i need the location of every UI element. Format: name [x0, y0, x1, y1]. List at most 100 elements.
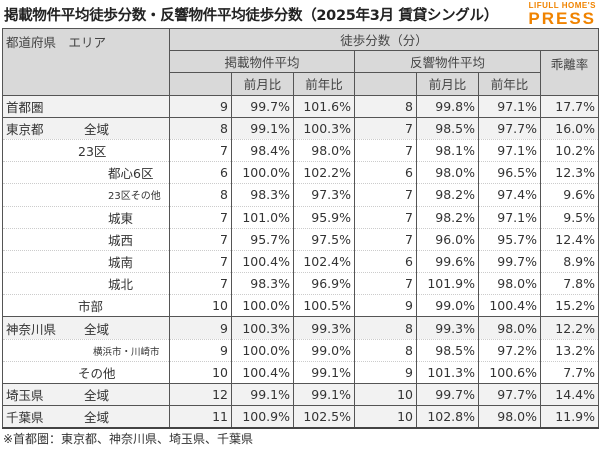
area-label: 23区: [78, 144, 107, 160]
area-label: 23区その他: [108, 191, 161, 203]
prefecture-label: 千葉県: [6, 410, 44, 426]
value-cell: 100.0%: [231, 161, 294, 185]
table-row: 千葉県 全域 11 100.9% 102.5% 10 102.8% 98.0% 11.9%: [2, 405, 600, 429]
value-cell: 8: [169, 116, 232, 140]
value-cell: 7: [354, 206, 417, 229]
value-cell: 7: [354, 116, 417, 140]
prefecture-label: 神奈川県: [6, 321, 57, 337]
prefecture-label: 東京都: [6, 121, 44, 137]
header-listed-average: 掲載物件平均: [169, 50, 355, 74]
header-walk-minutes: 徒歩分数（分）: [168, 27, 600, 52]
value-cell: 98.3%: [231, 183, 294, 207]
value-cell: 9.6%: [539, 183, 600, 207]
value-cell: 99.6%: [416, 250, 479, 274]
value-cell: 99.0%: [416, 294, 479, 318]
logo-small-text: LIFULL HOME'S: [528, 1, 596, 10]
header-yoy: 前年比: [293, 72, 355, 96]
value-cell: 10: [169, 361, 232, 385]
value-cell: 15.2%: [539, 294, 600, 318]
header-blank: [169, 72, 232, 96]
value-cell: 12: [169, 382, 232, 407]
table-row: 城東 7 101.0% 95.9% 7 98.2% 97.1% 9.5%: [2, 206, 600, 229]
area-cell: 首都圏: [2, 94, 170, 118]
area-label: 全域: [84, 410, 110, 426]
value-cell: 95.7%: [478, 228, 541, 251]
table-row: 城西 7 95.7% 97.5% 7 96.0% 95.7% 12.4%: [2, 228, 600, 251]
value-cell: 13.2%: [539, 339, 600, 362]
value-cell: 99.7%: [478, 250, 541, 274]
area-label: 城南: [108, 254, 134, 270]
value-cell: 95.9%: [293, 206, 355, 229]
table-row: 都心6区 6 100.0% 102.2% 6 98.0% 96.5% 12.3%: [2, 161, 600, 185]
value-cell: 100.3%: [293, 116, 355, 140]
value-cell: 98.3%: [231, 272, 294, 296]
area-cell: 城北: [2, 272, 170, 296]
value-cell: 6: [169, 161, 232, 185]
value-cell: 9: [169, 316, 232, 340]
header-area: 都道府県 エリア: [2, 28, 170, 96]
walk-time-table: 都道府県 エリア 徒歩分数（分） 掲載物件平均 反響物件平均 乖離率 前月比 前年…: [2, 27, 600, 429]
header-gap-rate: 乖離率: [539, 50, 600, 96]
value-cell: 7: [354, 272, 417, 296]
area-cell: 城南: [2, 250, 170, 274]
value-cell: 96.0%: [416, 228, 479, 251]
value-cell: 10: [354, 405, 417, 429]
value-cell: 101.3%: [416, 361, 479, 385]
area-cell: 市部: [2, 294, 170, 318]
table-row: 城北 7 98.3% 96.9% 7 101.9% 98.0% 7.8%: [2, 272, 600, 296]
value-cell: 7: [354, 228, 417, 251]
value-cell: 99.0%: [293, 339, 355, 362]
value-cell: 7: [169, 272, 232, 296]
value-cell: 12.3%: [539, 161, 600, 185]
table-row: 横浜市・川崎市 9 100.0% 99.0% 8 98.5% 97.2% 13.2%: [2, 339, 600, 362]
page-title: 掲載物件平均徒歩分数・反響物件平均徒歩分数（2025年3月 賃貸シングル）: [4, 8, 498, 24]
value-cell: 8: [169, 183, 232, 207]
area-label: 都心6区: [108, 166, 154, 182]
area-cell: 都心6区: [2, 161, 170, 185]
value-cell: 97.4%: [478, 183, 541, 207]
footnote: ※首都圏：東京都、神奈川県、埼玉県、千葉県: [3, 432, 254, 446]
value-cell: 10: [354, 382, 417, 407]
area-cell: 23区その他: [2, 183, 170, 207]
value-cell: 97.5%: [293, 228, 355, 251]
brand-logo: LIFULL HOME'S PRESS: [528, 1, 596, 28]
value-cell: 10.2%: [539, 139, 600, 163]
value-cell: 97.7%: [478, 116, 541, 140]
value-cell: 96.9%: [293, 272, 355, 296]
area-cell: 神奈川県 全域: [2, 316, 170, 340]
area-label: 全域: [84, 388, 110, 404]
area-label: 城北: [108, 277, 134, 293]
value-cell: 11.9%: [539, 405, 600, 429]
value-cell: 10: [169, 294, 232, 318]
value-cell: 99.3%: [416, 316, 479, 340]
value-cell: 102.8%: [416, 405, 479, 429]
area-cell: 城東: [2, 206, 170, 229]
value-cell: 102.5%: [293, 405, 355, 429]
value-cell: 8.9%: [539, 250, 600, 274]
area-label: 全域: [84, 121, 110, 137]
value-cell: 98.5%: [416, 339, 479, 362]
value-cell: 12.2%: [539, 316, 600, 340]
value-cell: 98.2%: [416, 183, 479, 207]
value-cell: 98.0%: [478, 316, 541, 340]
table-row: 神奈川県 全域 9 100.3% 99.3% 8 99.3% 98.0% 12.2%: [2, 316, 600, 340]
value-cell: 100.4%: [231, 250, 294, 274]
area-cell: 城西: [2, 228, 170, 251]
value-cell: 9: [169, 94, 232, 118]
value-cell: 100.5%: [293, 294, 355, 318]
area-cell: 埼玉県 全域: [2, 382, 170, 407]
value-cell: 102.2%: [293, 161, 355, 185]
value-cell: 99.7%: [231, 94, 294, 118]
header-response-average: 反響物件平均: [354, 50, 541, 74]
header-mom: 前月比: [231, 72, 294, 96]
value-cell: 97.3%: [293, 183, 355, 207]
area-label: 城東: [108, 210, 134, 226]
value-cell: 100.0%: [231, 339, 294, 362]
value-cell: 97.1%: [478, 206, 541, 229]
value-cell: 8: [354, 316, 417, 340]
table-row: 首都圏 9 99.7% 101.6% 8 99.8% 97.1% 17.7%: [2, 94, 600, 118]
value-cell: 6: [354, 161, 417, 185]
header-mom: 前月比: [416, 72, 479, 96]
value-cell: 100.3%: [231, 316, 294, 340]
value-cell: 7: [169, 206, 232, 229]
